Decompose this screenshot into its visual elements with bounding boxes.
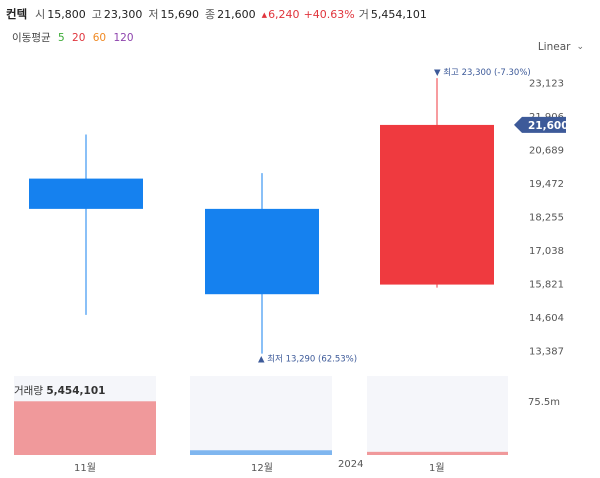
low-annotation: ▲ 최저 13,290 (62.53%) — [258, 354, 357, 365]
triangle-up-icon: ▲ — [261, 10, 268, 19]
high-annotation: ▼ 최고 23,300 (-7.30%) — [434, 67, 531, 78]
stock-name: 컨텍 — [6, 7, 28, 21]
change-percent: +40.63% — [303, 7, 355, 21]
candle-body — [380, 124, 494, 285]
volume-panel-value: 5,454,101 — [46, 385, 106, 397]
close-value: 21,600 — [217, 7, 256, 21]
high-value: 23,300 — [103, 7, 143, 21]
quote-header: 컨텍 시 15,800 고 23,300 저 15,690 종 21,600 ▲6,24… — [6, 5, 433, 23]
y-tick-label: 18,255 — [529, 213, 564, 224]
annotations: 21,600 ▼ 최고 23,300 (-7.30%) ▲ 최저 13,290 (6… — [258, 67, 569, 365]
volume-panel-background — [367, 376, 508, 455]
volume-axis-label: 75.5m — [528, 397, 561, 408]
volume-value: 5,454,101 — [370, 7, 427, 21]
moving-average-label: 이동평균 — [12, 32, 51, 44]
open-value: 15,800 — [47, 7, 86, 21]
volume-panel-title: 거래량 — [14, 385, 43, 397]
volume-bar — [190, 450, 332, 455]
y-tick-label: 23,123 — [529, 79, 564, 90]
y-tick-label: 17,038 — [529, 246, 564, 257]
candle-body — [205, 208, 319, 295]
chevron-down-icon: ⌄ — [576, 42, 584, 52]
x-label-dec: 12월 — [251, 463, 273, 474]
low-value: 15,690 — [160, 7, 200, 21]
x-label-2024: 2024 — [338, 459, 364, 470]
high-label: 고 — [91, 8, 102, 21]
ma-20[interactable]: 20 — [72, 32, 86, 44]
y-tick-label: 13,387 — [529, 347, 564, 358]
current-price-label: 21,600 — [528, 120, 569, 132]
ma-5[interactable]: 5 — [57, 32, 65, 44]
y-tick-label: 15,821 — [529, 280, 564, 291]
moving-average-legend[interactable]: 이동평균 5 20 60 120 — [12, 30, 138, 45]
volume-chart — [14, 376, 508, 455]
change-value: ▲6,240 — [261, 7, 300, 21]
x-label-jan: 1월 — [429, 463, 445, 474]
volume-panel-label: 거래량 5,454,101 — [14, 383, 105, 398]
ma-120[interactable]: 120 — [113, 32, 134, 44]
open-label: 시 — [35, 8, 46, 21]
x-label-nov: 11월 — [74, 463, 96, 474]
ma-60[interactable]: 60 — [92, 32, 107, 44]
scale-selector[interactable]: Linear ⌄ — [538, 41, 584, 53]
low-label: 저 — [148, 8, 159, 21]
volume-label: 거 — [358, 8, 369, 21]
close-label: 종 — [205, 8, 216, 21]
volume-panel-background — [190, 376, 332, 455]
y-tick-label: 19,472 — [529, 179, 564, 190]
current-price-tag — [514, 116, 566, 133]
candle-body — [29, 178, 143, 209]
volume-bar — [367, 451, 508, 455]
y-tick-label: 14,604 — [529, 313, 564, 324]
y-tick-label: 20,689 — [529, 146, 564, 157]
scale-label: Linear — [537, 41, 571, 53]
candles — [29, 78, 494, 354]
volume-bar — [14, 401, 156, 455]
